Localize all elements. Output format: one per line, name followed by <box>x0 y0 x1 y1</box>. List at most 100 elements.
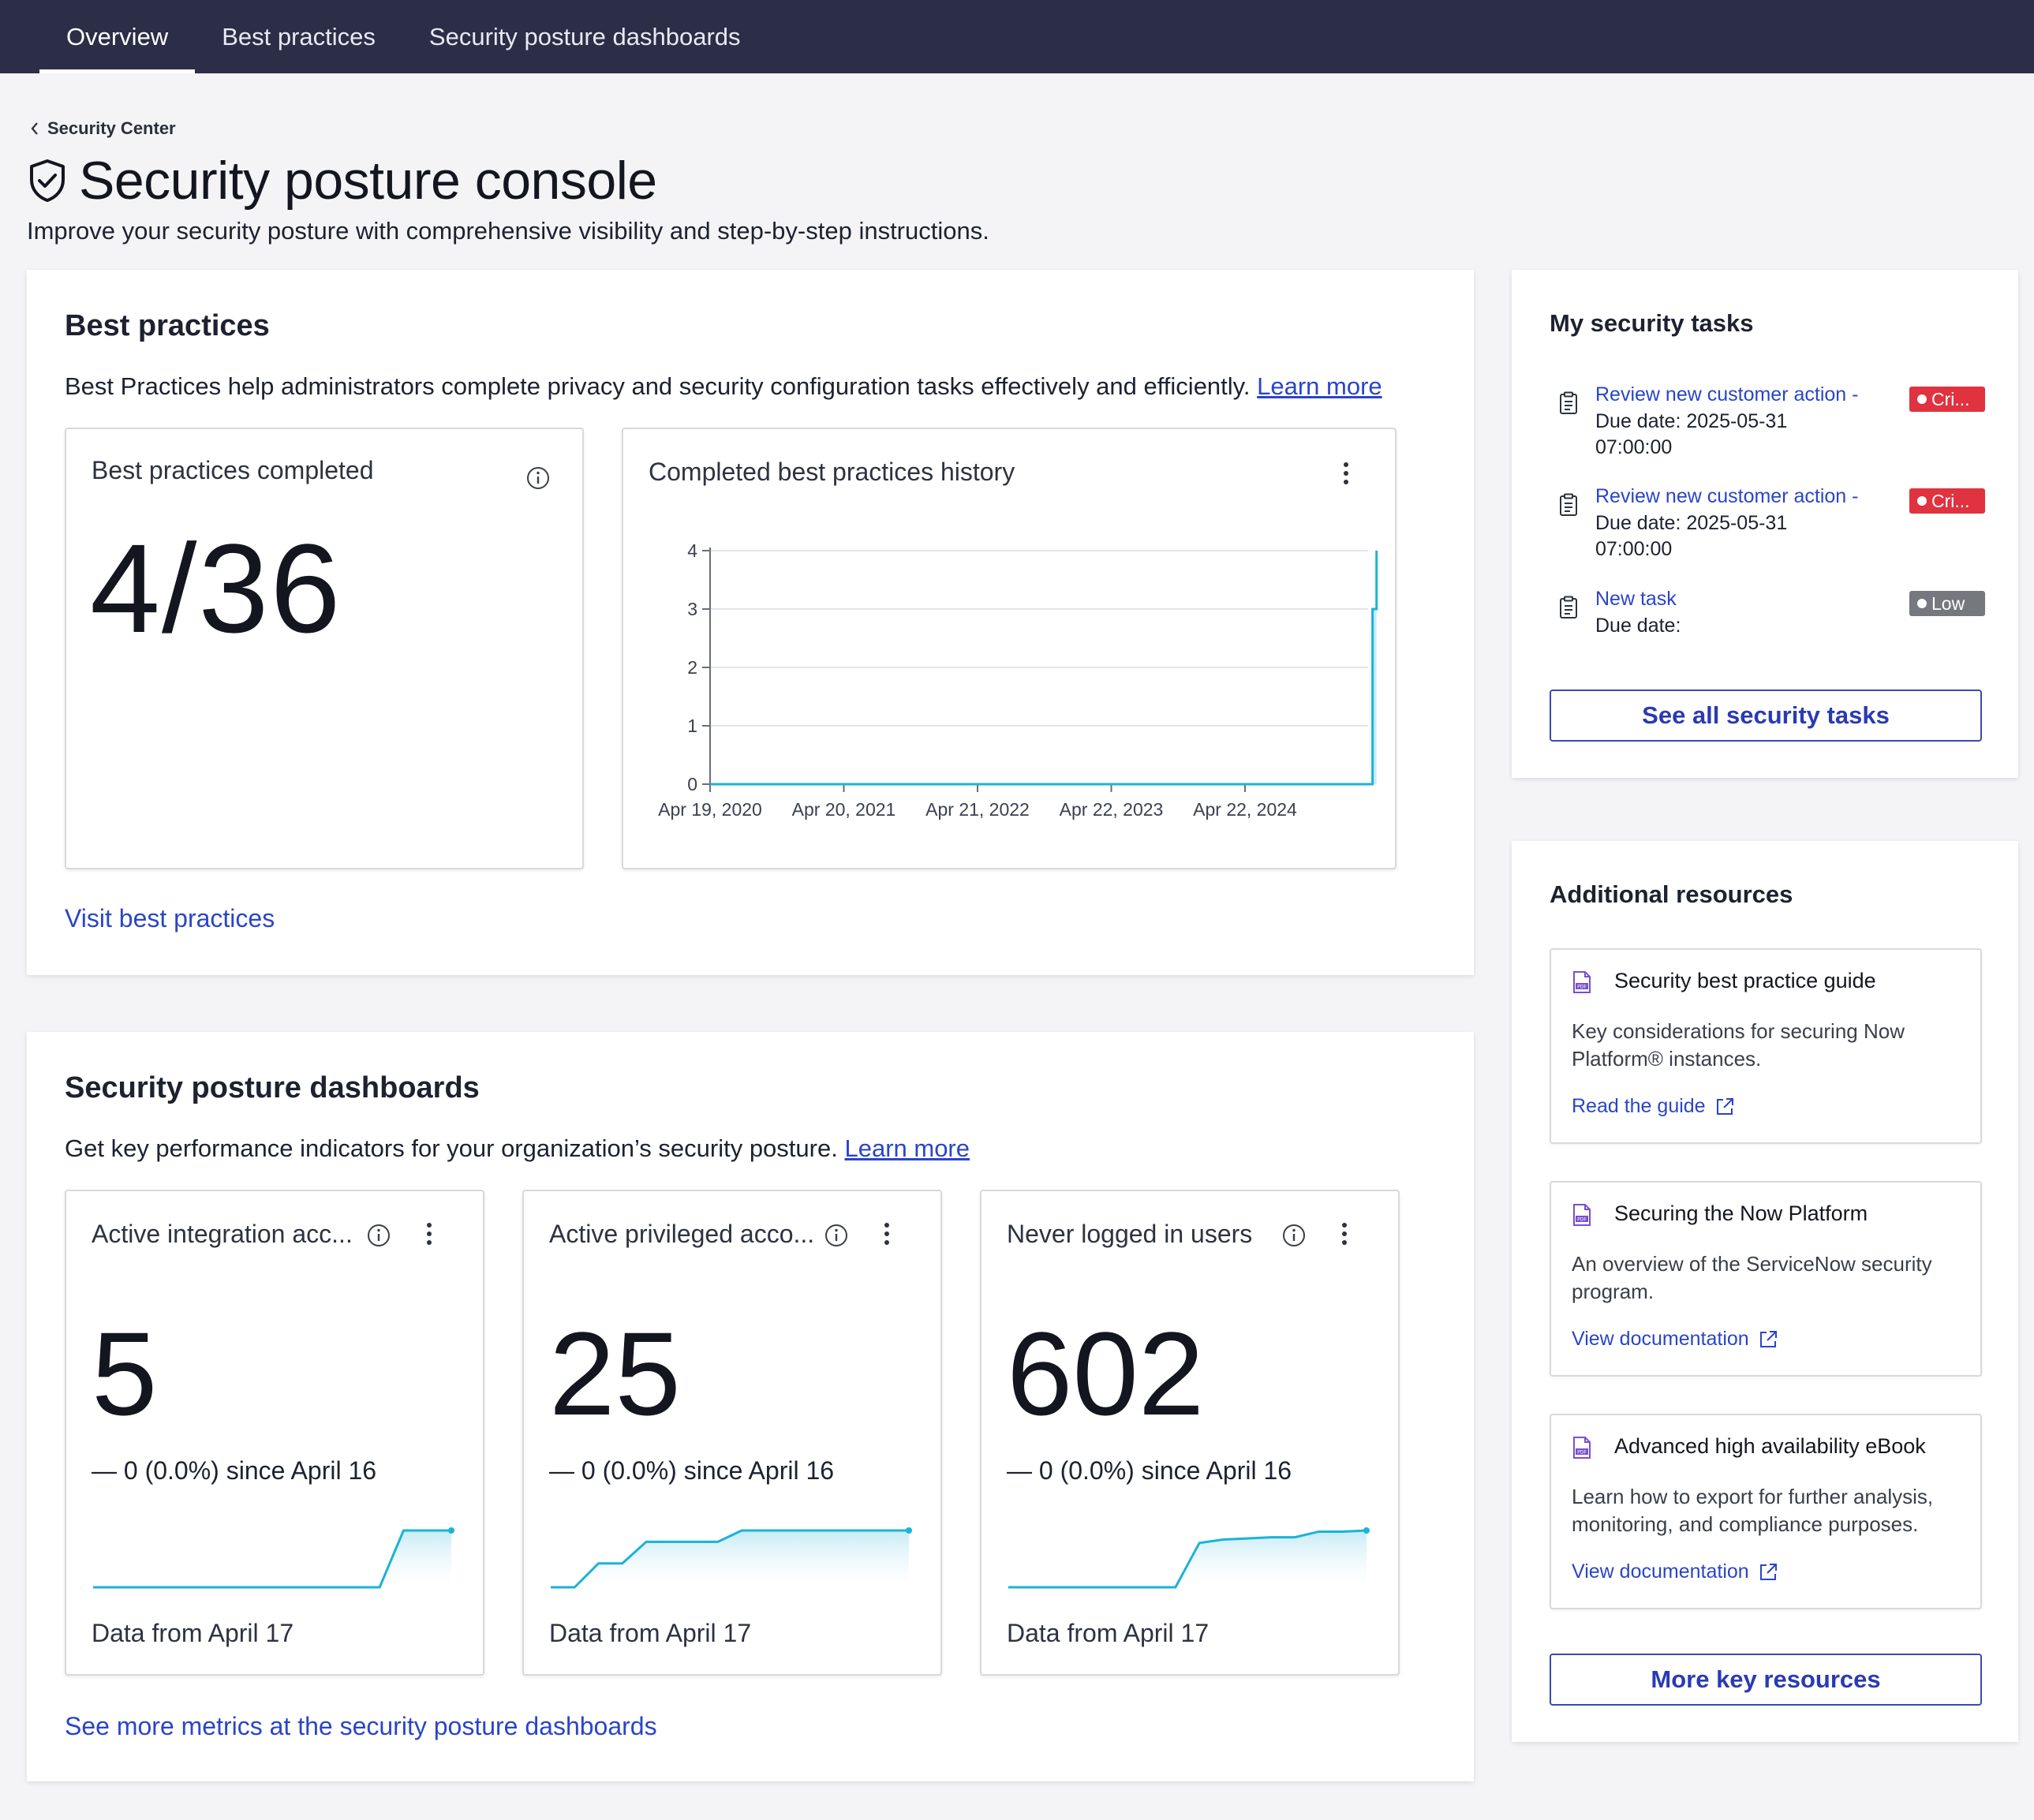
kebab-menu-icon[interactable] <box>1341 461 1351 486</box>
kpi-sparkline <box>551 1527 912 1589</box>
svg-text:PDF: PDF <box>1577 1217 1587 1223</box>
kpi-sparkline <box>1008 1527 1370 1589</box>
resource-description: An overview of the ServiceNow security p… <box>1572 1252 1932 1303</box>
completed-card-title: Best practices completed <box>92 456 374 484</box>
top-nav: Overview Best practices Security posture… <box>0 0 2034 73</box>
external-link-icon <box>1759 1563 1777 1580</box>
resource-link-label[interactable]: View documentation <box>1572 1328 1749 1350</box>
clipboard-icon <box>1560 493 1577 516</box>
kpi-card-active-privileged: Active privileged acco... 25 — 0 (0.0%) … <box>522 1190 942 1676</box>
resource-card: PDF Security best practice guide Key con… <box>1550 948 1982 1144</box>
resource-title: Advanced high availability eBook <box>1614 1434 1926 1458</box>
resource-link-label[interactable]: View documentation <box>1572 1560 1749 1583</box>
severity-badge: Low <box>1909 591 1985 616</box>
resource-link[interactable]: View documentation <box>1572 1328 1779 1351</box>
kpi-change: — 0 (0.0%) since April 16 <box>549 1456 835 1485</box>
svg-text:PDF: PDF <box>1577 985 1587 990</box>
breadcrumb-label[interactable]: Security Center <box>47 118 176 138</box>
svg-text:PDF: PDF <box>1577 1450 1587 1456</box>
severity-dot-icon <box>1917 496 1927 506</box>
kpi-sparkline <box>93 1527 454 1589</box>
tab-security-posture-dashboards[interactable]: Security posture dashboards <box>428 22 741 50</box>
completed-value: 4/36 <box>90 518 342 659</box>
info-icon[interactable] <box>366 1223 391 1248</box>
y-tick-label: 4 <box>687 540 697 561</box>
kebab-menu-icon[interactable] <box>882 1221 892 1246</box>
history-chart: 0 1 2 3 4 Apr 19, 2020 Apr 20, 2021 Apr 21, 202… <box>658 540 1378 820</box>
page-title: Security posture console <box>79 151 657 211</box>
sparkline-endpoint <box>906 1527 912 1534</box>
kpi-footer: Data from April 17 <box>1007 1619 1210 1647</box>
kpi-value: 602 <box>1007 1307 1205 1440</box>
x-tick-label: Apr 22, 2023 <box>1060 799 1164 820</box>
sparkline-line <box>551 1529 909 1589</box>
kebab-menu-icon[interactable] <box>424 1221 434 1246</box>
dashboards-learn-more-link[interactable]: Learn more <box>844 1134 970 1162</box>
x-tick-label: Apr 21, 2022 <box>925 799 1030 820</box>
task-link[interactable]: Review new customer action - <box>1595 485 1859 507</box>
tab-overview[interactable]: Overview <box>39 0 196 73</box>
shield-check-icon <box>30 159 65 202</box>
info-icon[interactable] <box>824 1223 849 1248</box>
series-line <box>710 551 1378 786</box>
resource-card: PDF Advanced high availability eBook Lea… <box>1550 1414 1982 1609</box>
resource-link[interactable]: View documentation <box>1572 1560 1779 1583</box>
task-due-date: Due date: <box>1595 615 1681 637</box>
kpi-footer: Data from April 17 <box>549 1619 752 1647</box>
x-tick-label: Apr 22, 2024 <box>1193 799 1297 820</box>
best-practices-panel: Best practices Best Practices help admin… <box>27 270 1474 975</box>
see-all-security-tasks-button[interactable]: See all security tasks <box>1550 690 1982 742</box>
task-item: Review new customer action - Due date: 2… <box>1559 485 1985 572</box>
kebab-menu-icon[interactable] <box>1340 1221 1349 1246</box>
best-practices-heading: Best practices <box>65 309 270 342</box>
task-item: New task Due date: Low <box>1559 588 1985 643</box>
kpi-title: Active integration acc... <box>92 1220 353 1248</box>
severity-label: Cri... <box>1931 388 1970 409</box>
resource-title: Security best practice guide <box>1614 969 1876 992</box>
dashboards-description: Get key performance indicators for your … <box>65 1134 970 1163</box>
kpi-change: — 0 (0.0%) since April 16 <box>1007 1456 1292 1485</box>
tab-best-practices[interactable]: Best practices <box>222 22 376 50</box>
security-tasks-panel: My security tasks Review new customer ac… <box>1512 270 2018 778</box>
dashboards-description-text: Get key performance indicators for your … <box>65 1134 838 1162</box>
severity-dot-icon <box>1917 394 1927 404</box>
dashboards-panel: Security posture dashboards Get key perf… <box>27 1032 1474 1781</box>
best-practices-description: Best Practices help administrators compl… <box>65 372 1382 401</box>
resource-link[interactable]: Read the guide <box>1572 1095 1736 1118</box>
pdf-icon: PDF <box>1573 1204 1591 1226</box>
kpi-change-text: 0 (0.0%) since April 16 <box>123 1456 377 1485</box>
sparkline-area <box>551 1530 909 1587</box>
info-icon[interactable] <box>1281 1223 1307 1248</box>
resource-card: PDF Securing the Now Platform An overvie… <box>1550 1181 1982 1377</box>
severity-badge: Cri... <box>1909 488 1985 514</box>
resources-heading: Additional resources <box>1550 880 1793 908</box>
page-header: Security posture console <box>27 150 657 211</box>
more-key-resources-button[interactable]: More key resources <box>1550 1654 1982 1706</box>
kpi-title: Active privileged acco... <box>549 1220 815 1248</box>
kpi-change-text: 0 (0.0%) since April 16 <box>581 1456 835 1485</box>
breadcrumb[interactable]: Security Center <box>30 118 176 139</box>
resource-link-label[interactable]: Read the guide <box>1572 1095 1706 1117</box>
y-tick-label: 0 <box>687 774 697 794</box>
kpi-footer: Data from April 17 <box>92 1619 294 1647</box>
visit-best-practices-link[interactable]: Visit best practices <box>65 904 275 932</box>
security-tasks-heading: My security tasks <box>1550 309 1754 337</box>
pdf-icon: PDF <box>1573 1437 1591 1459</box>
task-link[interactable]: New task <box>1595 588 1677 610</box>
kpi-value: 5 <box>92 1307 158 1440</box>
sparkline-area <box>1008 1530 1367 1587</box>
severity-label: Low <box>1931 592 1965 614</box>
history-chart-card: Completed best practices history 0 1 2 3 4 Ap… <box>622 428 1397 869</box>
sparkline-endpoint <box>1363 1527 1370 1534</box>
task-link[interactable]: Review new customer action - <box>1595 383 1859 405</box>
see-more-metrics-link[interactable]: See more metrics at the security posture… <box>65 1712 657 1740</box>
best-practices-learn-more-link[interactable]: Learn more <box>1257 372 1382 400</box>
info-icon[interactable] <box>525 465 551 491</box>
sparkline-area <box>93 1530 451 1587</box>
kpi-change-text: 0 (0.0%) since April 16 <box>1038 1456 1292 1485</box>
best-practices-description-text: Best Practices help administrators compl… <box>65 372 1251 400</box>
best-practices-completed-card: Best practices completed 4/36 <box>65 428 584 869</box>
y-tick-label: 1 <box>687 716 697 736</box>
task-due-date: Due date: 2025-05-31 07:00:00 <box>1595 512 1788 560</box>
additional-resources-panel: Additional resources PDF Security best p… <box>1512 841 2018 1742</box>
